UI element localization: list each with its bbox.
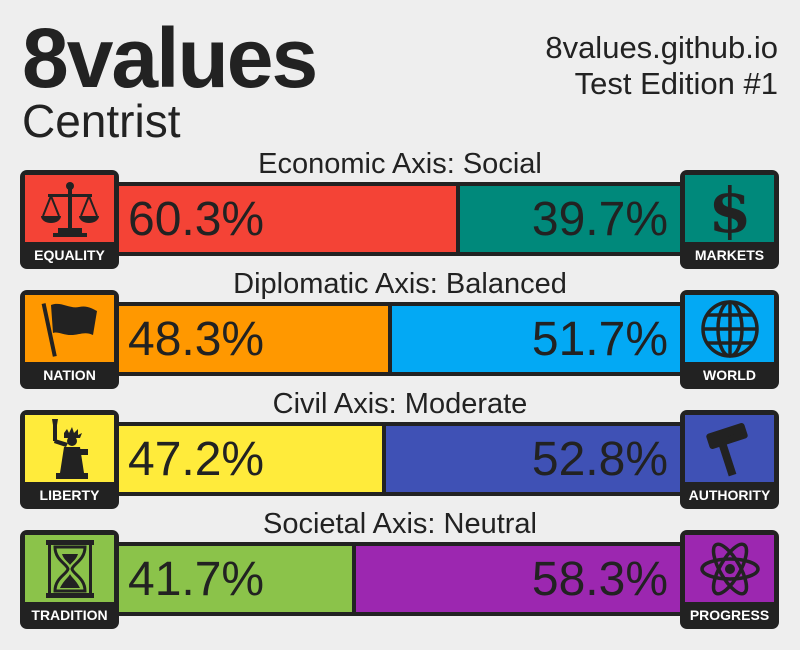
axis-bar: 60.3% 39.7% xyxy=(114,182,686,256)
liberty-bar: 47.2% xyxy=(118,426,382,492)
equality-badge: EQUALITY xyxy=(20,170,119,269)
tradition-percent: 41.7% xyxy=(128,552,265,606)
gavel-icon xyxy=(685,415,774,482)
axis-label: Economic Axis: Social xyxy=(258,148,542,180)
atom-icon xyxy=(685,535,774,602)
societal-axis: Societal Axis: Neutral 41.7% 58.3% xyxy=(0,510,800,630)
liberty-badge: LIBERTY xyxy=(20,410,119,509)
authority-label: AUTHORITY xyxy=(688,487,771,503)
bar-divider xyxy=(382,422,386,496)
markets-bar: 39.7% xyxy=(460,186,682,252)
scales-icon xyxy=(25,175,114,242)
world-percent: 51.7% xyxy=(531,312,668,366)
liberty-label: LIBERTY xyxy=(39,487,100,503)
equality-label: EQUALITY xyxy=(34,247,105,263)
economic-axis: Economic Axis: Social 60.3% 39.7% xyxy=(0,150,800,270)
statue-of-liberty-icon xyxy=(25,415,114,482)
equality-percent: 60.3% xyxy=(128,192,265,246)
authority-badge: AUTHORITY xyxy=(680,410,779,509)
hourglass-icon xyxy=(25,535,114,602)
nation-bar: 48.3% xyxy=(118,306,388,372)
world-bar: 51.7% xyxy=(392,306,682,372)
progress-badge: PROGRESS xyxy=(680,530,779,629)
svg-text:$: $ xyxy=(708,178,751,240)
authority-bar: 52.8% xyxy=(386,426,682,492)
progress-label: PROGRESS xyxy=(689,607,770,623)
bar-divider xyxy=(388,302,392,376)
flag-icon xyxy=(25,295,114,362)
liberty-percent: 47.2% xyxy=(128,432,265,486)
axis-label: Civil Axis: Moderate xyxy=(272,388,528,420)
nation-percent: 48.3% xyxy=(128,312,265,366)
markets-label: MARKETS xyxy=(694,247,765,263)
civil-axis: Civil Axis: Moderate 47.2% 52.8% xyxy=(0,390,800,510)
site-url: 8values.github.io xyxy=(545,30,778,65)
nation-label: NATION xyxy=(43,367,96,383)
nation-badge: NATION xyxy=(20,290,119,389)
axis-label: Diplomatic Axis: Balanced xyxy=(233,268,567,300)
app-title: 8values xyxy=(22,11,318,105)
world-label: WORLD xyxy=(703,367,756,383)
axis-bar: 47.2% 52.8% xyxy=(114,422,686,496)
progress-bar: 58.3% xyxy=(356,546,682,612)
axis-label: Societal Axis: Neutral xyxy=(262,508,537,540)
test-edition: Test Edition #1 xyxy=(574,66,778,101)
globe-icon xyxy=(685,295,774,362)
tradition-badge: TRADITION xyxy=(20,530,119,629)
site-info: 8values.github.io Test Edition #1 xyxy=(545,30,778,102)
axis-bar: 41.7% 58.3% xyxy=(114,542,686,616)
authority-percent: 52.8% xyxy=(531,432,668,486)
world-badge: WORLD xyxy=(680,290,779,389)
markets-percent: 39.7% xyxy=(531,192,668,246)
markets-badge: $ MARKETS xyxy=(680,170,779,269)
axis-bar: 48.3% 51.7% xyxy=(114,302,686,376)
tradition-bar: 41.7% xyxy=(118,546,352,612)
bar-divider xyxy=(456,182,460,256)
equality-bar: 60.3% xyxy=(118,186,456,252)
tradition-label: TRADITION xyxy=(31,607,108,623)
progress-percent: 58.3% xyxy=(531,552,668,606)
dollar-icon: $ xyxy=(685,175,774,242)
diplomatic-axis: Diplomatic Axis: Balanced 48.3% 51.7% NA… xyxy=(0,270,800,390)
ideology-label: Centrist xyxy=(22,95,181,147)
bar-divider xyxy=(352,542,356,616)
